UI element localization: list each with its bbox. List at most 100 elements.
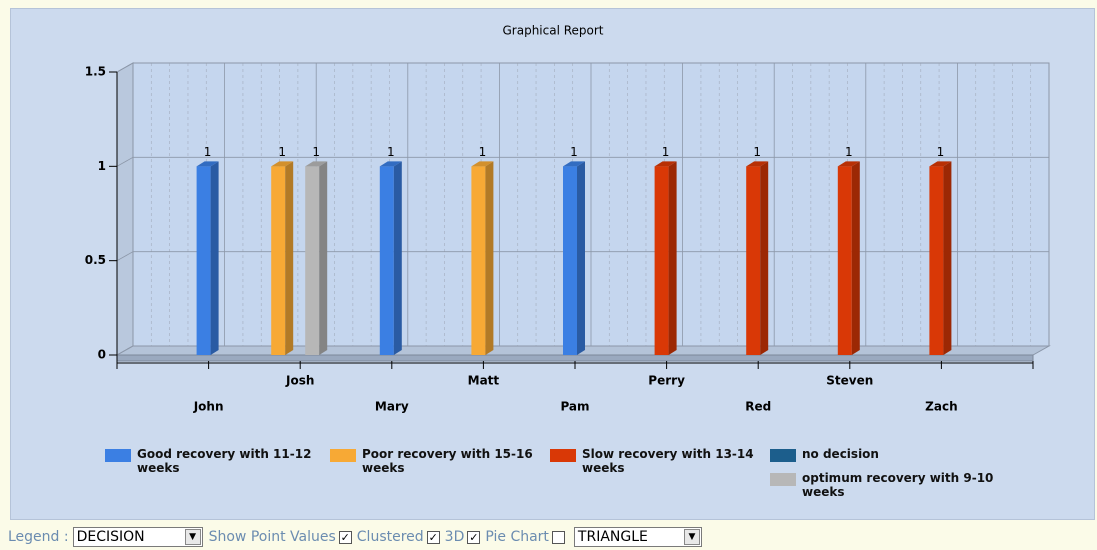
legend-label: Legend : (8, 529, 69, 545)
y-tick-label: 0 (98, 348, 106, 362)
bar-front (563, 166, 577, 355)
bar-top (271, 161, 294, 167)
checkbox[interactable] (551, 530, 565, 544)
bar-side (319, 161, 328, 355)
legend-item: no decision (770, 447, 1002, 462)
value-label: 1 (312, 145, 320, 159)
y-tick-label: 1.5 (85, 65, 106, 79)
chart-title: Graphical Report (502, 24, 603, 38)
x-tick-label: Josh (285, 374, 314, 388)
chart: Graphical Report 0 0.5 1 1.5 John 1 Josh 1 1 Mary… (85, 24, 1051, 414)
bar (471, 161, 494, 355)
bar (305, 161, 328, 355)
bar (837, 161, 860, 355)
bar-side (943, 161, 952, 355)
checkbox[interactable]: ✓ (467, 530, 481, 544)
y-tick-label: 1 (98, 159, 106, 173)
legend-item: optimum recovery with 9-10 weeks (770, 471, 1002, 499)
bar-top (305, 161, 328, 167)
bar (929, 161, 952, 355)
legend-item: Good recovery with 11-12 weeks (105, 447, 337, 475)
bar-front (196, 166, 211, 355)
checkbox-label: Pie Chart (485, 529, 549, 545)
checkbox-label: Show Point Values (208, 529, 336, 545)
legend-swatch (330, 449, 356, 462)
x-tick-label: Matt (468, 374, 500, 388)
dropdown-button[interactable]: ▼ (683, 529, 700, 545)
y-tick-label: 0.5 (85, 253, 106, 267)
controls-bar: Legend : DECISION ▼ Show Point Values ✓ Clu… (8, 526, 708, 548)
bar-front (271, 166, 286, 355)
value-label: 1 (937, 145, 945, 159)
bar-side (485, 161, 494, 355)
bar-side (393, 161, 402, 355)
grid-line (116, 251, 1049, 262)
checkbox-label: Clustered (356, 529, 424, 545)
value-label: 1 (204, 145, 212, 159)
legend-label: no decision (802, 447, 879, 461)
floor-edge (116, 354, 1034, 362)
value-label: 1 (278, 145, 286, 159)
x-tick-label: Zach (925, 400, 957, 414)
bar-top (471, 161, 494, 167)
bar-front (305, 166, 320, 355)
grid-line (116, 62, 1049, 73)
checkbox-label: 3D (444, 529, 465, 545)
grid-line (116, 156, 1049, 167)
value-label: 1 (570, 145, 578, 159)
bar-side (210, 161, 219, 355)
x-tick-label: Steven (826, 374, 873, 388)
select-value: TRIANGLE (577, 529, 648, 545)
bar-front (837, 166, 852, 355)
legend-label: optimum recovery with 9-10 weeks (802, 471, 994, 499)
value-label: 1 (479, 145, 487, 159)
checkbox-group: Show Point Values ✓ Clustered ✓ 3D ✓ Pie Chart (209, 529, 570, 545)
bar-side (577, 161, 585, 355)
bar-front (379, 166, 394, 355)
bar-top (654, 161, 677, 167)
value-label: 1 (753, 145, 761, 159)
bar-front (746, 166, 761, 355)
left-wall (116, 62, 134, 356)
legend-label: Poor recovery with 15-16 weeks (362, 447, 533, 475)
value-label: 1 (387, 145, 395, 159)
x-tick-label: Perry (648, 374, 685, 388)
x-tick-label: Red (745, 400, 771, 414)
checkbox[interactable]: ✓ (338, 530, 352, 544)
checkbox[interactable]: ✓ (426, 530, 440, 544)
bar-top (746, 161, 769, 167)
bar-top (929, 161, 952, 167)
legend-item: Slow recovery with 13-14 weeks (550, 447, 782, 475)
dropdown-button[interactable]: ▼ (184, 529, 201, 545)
bar (196, 161, 219, 355)
select-value: DECISION (76, 529, 145, 545)
legend-label: Good recovery with 11-12 weeks (137, 447, 312, 475)
bar-top (837, 161, 860, 167)
bar-side (285, 161, 294, 355)
bar (654, 161, 677, 355)
value-label: 1 (845, 145, 853, 159)
bar-front (654, 166, 669, 355)
bar (746, 161, 769, 355)
bar (563, 161, 585, 355)
legend-swatch (550, 449, 576, 462)
legend-select[interactable]: DECISION ▼ (72, 527, 203, 547)
x-tick-label: Mary (375, 400, 409, 414)
bar-front (471, 166, 486, 355)
value-label: 1 (662, 145, 670, 159)
x-tick-label: Pam (560, 400, 589, 414)
legend-swatch (770, 449, 796, 462)
bar-front (929, 166, 944, 355)
legend-item: Poor recovery with 15-16 weeks (330, 447, 562, 475)
bar-top (379, 161, 402, 167)
bar (379, 161, 402, 355)
bar-top (563, 161, 585, 167)
legend-swatch (105, 449, 131, 462)
bar (271, 161, 294, 355)
grid-line (116, 345, 1049, 356)
shape-select[interactable]: TRIANGLE ▼ (573, 527, 702, 547)
x-tick-label: John (193, 400, 224, 414)
bar-top (196, 161, 219, 167)
bar-side (851, 161, 860, 355)
